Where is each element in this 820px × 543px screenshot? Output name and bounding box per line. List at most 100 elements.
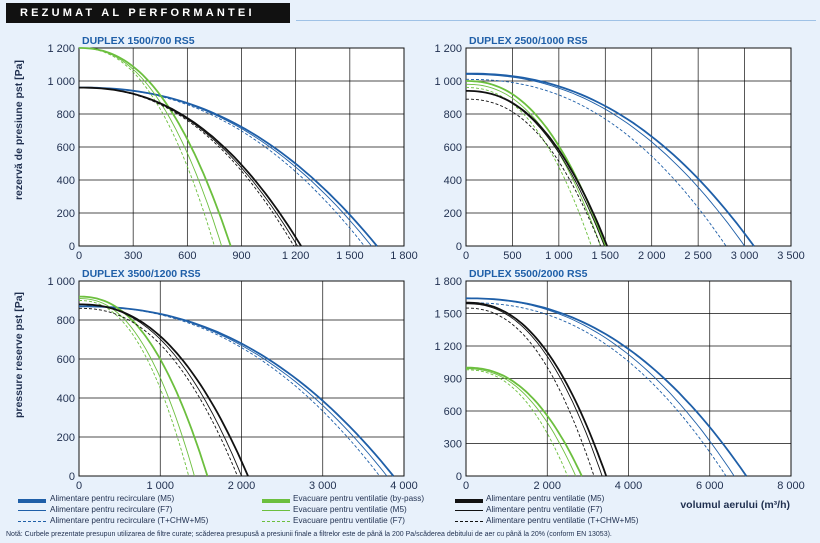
series-line xyxy=(466,307,595,477)
chart-title: DUPLEX 1500/700 RS5 xyxy=(82,35,195,47)
legend-swatch xyxy=(455,499,483,503)
x-axis-label: volumul aerului (m³/h) xyxy=(680,499,790,511)
x-tick-label: 900 xyxy=(232,250,250,262)
x-tick-label: 1 000 xyxy=(146,480,174,492)
x-tick-label: 0 xyxy=(463,480,469,492)
x-tick-label: 0 xyxy=(463,250,469,262)
series-line xyxy=(78,298,195,477)
series-line xyxy=(79,87,372,247)
x-tick-label: 2 000 xyxy=(638,250,666,262)
legend-label: Alimentare pentru recirculare (M5) xyxy=(50,494,175,503)
y-tick-label: 400 xyxy=(57,175,75,187)
series-line xyxy=(466,301,608,477)
y-tick-label: 400 xyxy=(444,175,462,187)
y-tick-label: 200 xyxy=(444,208,462,220)
y-tick-label: 400 xyxy=(57,393,75,405)
legend-swatch xyxy=(262,521,290,522)
legend-swatch xyxy=(262,499,290,503)
y-tick-label: 1 000 xyxy=(47,276,75,288)
x-tick-label: 1 500 xyxy=(592,250,620,262)
x-tick-label: 600 xyxy=(178,250,196,262)
series-line xyxy=(79,47,232,247)
series-line xyxy=(465,297,735,477)
legend-swatch xyxy=(18,521,46,522)
footnote: Notă: Curbele prezentate presupun utiliz… xyxy=(6,531,612,538)
y-tick-label: 800 xyxy=(57,315,75,327)
y-tick-label: 200 xyxy=(57,208,75,220)
y-tick-label: 200 xyxy=(57,432,75,444)
y-tick-label: 1 200 xyxy=(434,341,462,353)
legend-label: Alimentare pentru ventilatie (M5) xyxy=(486,494,605,503)
series-line xyxy=(466,302,727,477)
series-line xyxy=(79,295,209,477)
y-axis-label-top: rezervă de presiune pst [Pa] xyxy=(13,60,25,200)
section-title: REZUMAT AL PERFORMANTEI xyxy=(6,3,290,23)
x-tick-label: 1 200 xyxy=(282,250,310,262)
y-tick-label: 1 000 xyxy=(47,76,75,88)
series-line xyxy=(466,303,603,477)
y-tick-label: 600 xyxy=(57,354,75,366)
y-tick-label: 0 xyxy=(69,471,75,483)
legend-swatch xyxy=(455,510,483,511)
x-tick-label: 2 000 xyxy=(228,480,256,492)
series-line xyxy=(79,300,190,477)
legend-swatch xyxy=(18,499,46,503)
x-tick-label: 1 800 xyxy=(390,250,418,262)
header-divider xyxy=(296,20,816,21)
series-line xyxy=(466,90,605,247)
y-tick-label: 800 xyxy=(57,109,75,121)
chart-title: DUPLEX 5500/2000 RS5 xyxy=(469,268,588,280)
legend-label: Alimentare pentru recirculare (F7) xyxy=(50,505,173,514)
y-axis-label-bottom: pressure reserve pst [Pa] xyxy=(13,292,25,418)
y-tick-label: 1 500 xyxy=(434,309,462,321)
series-line xyxy=(79,87,365,247)
legend-swatch xyxy=(262,510,290,511)
series-line xyxy=(79,305,380,477)
x-tick-label: 1 000 xyxy=(545,250,573,262)
legend-label: Evacuare pentru ventilatie (by-pass) xyxy=(293,494,425,503)
x-tick-label: 4 000 xyxy=(390,480,418,492)
y-tick-label: 1 200 xyxy=(434,43,462,55)
y-tick-label: 600 xyxy=(444,142,462,154)
legend-swatch xyxy=(455,521,483,522)
x-tick-label: 2 500 xyxy=(684,250,712,262)
y-tick-label: 0 xyxy=(456,471,462,483)
y-tick-label: 600 xyxy=(444,406,462,418)
chart-title: DUPLEX 3500/1200 RS5 xyxy=(82,268,201,280)
series-line xyxy=(466,369,569,477)
x-tick-label: 2 000 xyxy=(533,480,561,492)
y-tick-label: 1 200 xyxy=(47,43,75,55)
x-tick-label: 8 000 xyxy=(777,480,805,492)
x-tick-label: 500 xyxy=(503,250,521,262)
series-line xyxy=(466,73,745,247)
series-line xyxy=(465,78,727,247)
x-tick-label: 3 500 xyxy=(777,250,805,262)
y-tick-label: 600 xyxy=(57,142,75,154)
x-tick-label: 3 000 xyxy=(309,480,337,492)
y-tick-label: 1 800 xyxy=(434,276,462,288)
x-tick-label: 4 000 xyxy=(615,480,643,492)
series-line xyxy=(79,307,238,477)
y-tick-label: 0 xyxy=(456,241,462,253)
series-line xyxy=(466,83,602,247)
x-tick-label: 300 xyxy=(124,250,142,262)
series-line xyxy=(79,47,215,247)
legend-label: Alimentare pentru ventilatie (F7) xyxy=(486,505,603,514)
series-line xyxy=(79,87,295,247)
series-line xyxy=(466,72,755,247)
chart-title: DUPLEX 2500/1000 RS5 xyxy=(469,35,588,47)
legend-swatch xyxy=(18,510,46,511)
y-tick-label: 900 xyxy=(444,374,462,386)
legend-label: Alimentare pentru ventilatie (T+CHW+M5) xyxy=(486,516,639,525)
legend-label: Evacuare pentru ventilatie (F7) xyxy=(293,516,405,525)
series-line xyxy=(466,366,583,477)
series-line xyxy=(79,303,242,477)
series-line xyxy=(466,87,592,247)
series-line xyxy=(466,368,577,477)
x-tick-label: 0 xyxy=(76,480,82,492)
legend-label: Evacuare pentru ventilatie (M5) xyxy=(293,505,407,514)
series-line xyxy=(79,47,223,247)
y-tick-label: 800 xyxy=(444,109,462,121)
x-tick-label: 3 000 xyxy=(731,250,759,262)
y-tick-label: 1 000 xyxy=(434,76,462,88)
